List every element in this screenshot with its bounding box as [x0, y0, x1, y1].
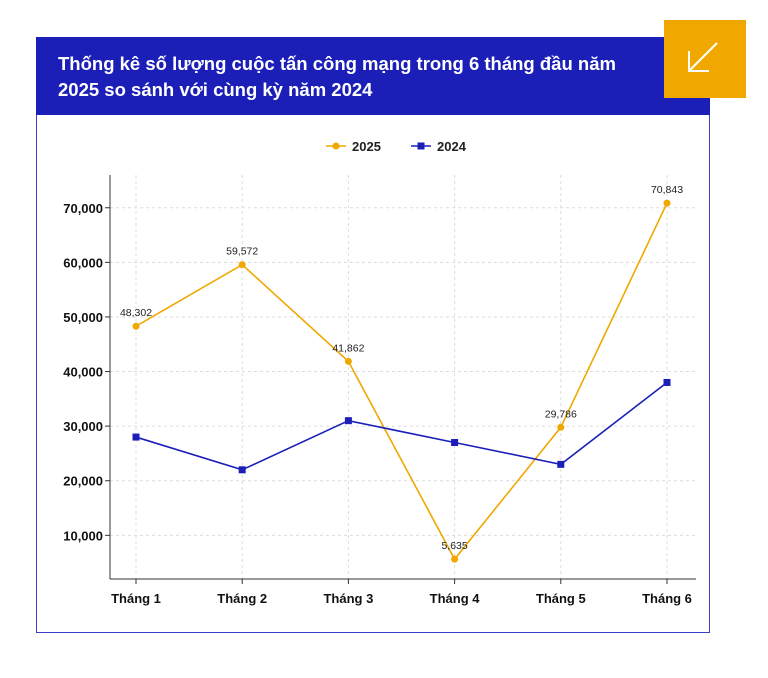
data-label-2025: 70,843	[651, 184, 683, 196]
data-point-2025	[132, 322, 140, 330]
data-point-2024	[132, 433, 140, 441]
x-tick-label: Tháng 4	[430, 591, 481, 606]
data-label-2025: 29,786	[545, 408, 577, 420]
y-tick-label: 10,000	[63, 528, 103, 543]
data-point-2024	[451, 439, 459, 447]
series-line-2025	[135, 202, 668, 561]
series-line-2024	[135, 381, 668, 471]
arrow-down-left-icon	[688, 42, 718, 72]
data-point-2025	[344, 357, 352, 365]
y-tick-label: 60,000	[63, 255, 103, 270]
data-label-2025: 59,572	[226, 246, 258, 258]
x-tick-label: Tháng 5	[536, 591, 586, 606]
chart-title: Thống kê số lượng cuộc tấn công mạng tro…	[58, 53, 616, 100]
data-point-2024	[344, 417, 352, 425]
legend-label-2025: 2025	[352, 139, 381, 154]
legend-label-2024: 2024	[437, 139, 467, 154]
y-tick-label: 70,000	[63, 201, 103, 216]
data-label-2025: 41,862	[332, 342, 364, 354]
y-tick-label: 50,000	[63, 310, 103, 325]
legend-marker-2024	[417, 142, 425, 150]
data-point-2025	[663, 199, 671, 207]
data-point-2025	[451, 555, 459, 563]
y-tick-label: 40,000	[63, 365, 103, 380]
legend-marker-2025	[332, 142, 340, 150]
line-chart: 10,000 20,000 30,000 40,000 50,000 60,000 70,0…	[63, 139, 696, 606]
y-tick-label: 20,000	[63, 474, 103, 489]
x-tick-label: Tháng 2	[217, 591, 267, 606]
data-point-2024	[557, 460, 565, 468]
data-point-2024	[238, 466, 246, 474]
data-label-2025: 48,302	[120, 307, 152, 319]
chart-header	[36, 37, 710, 115]
chart-card	[36, 37, 710, 633]
x-tick-label: Tháng 3	[323, 591, 373, 606]
data-label-2025: 5,635	[441, 540, 467, 552]
y-tick-label: 30,000	[63, 419, 103, 434]
x-tick-label: Tháng 1	[111, 591, 161, 606]
x-tick-label: Tháng 6	[642, 591, 692, 606]
data-point-2025	[238, 261, 246, 269]
data-point-2024	[663, 378, 671, 386]
data-point-2025	[557, 423, 565, 431]
corner-badge	[664, 20, 746, 98]
